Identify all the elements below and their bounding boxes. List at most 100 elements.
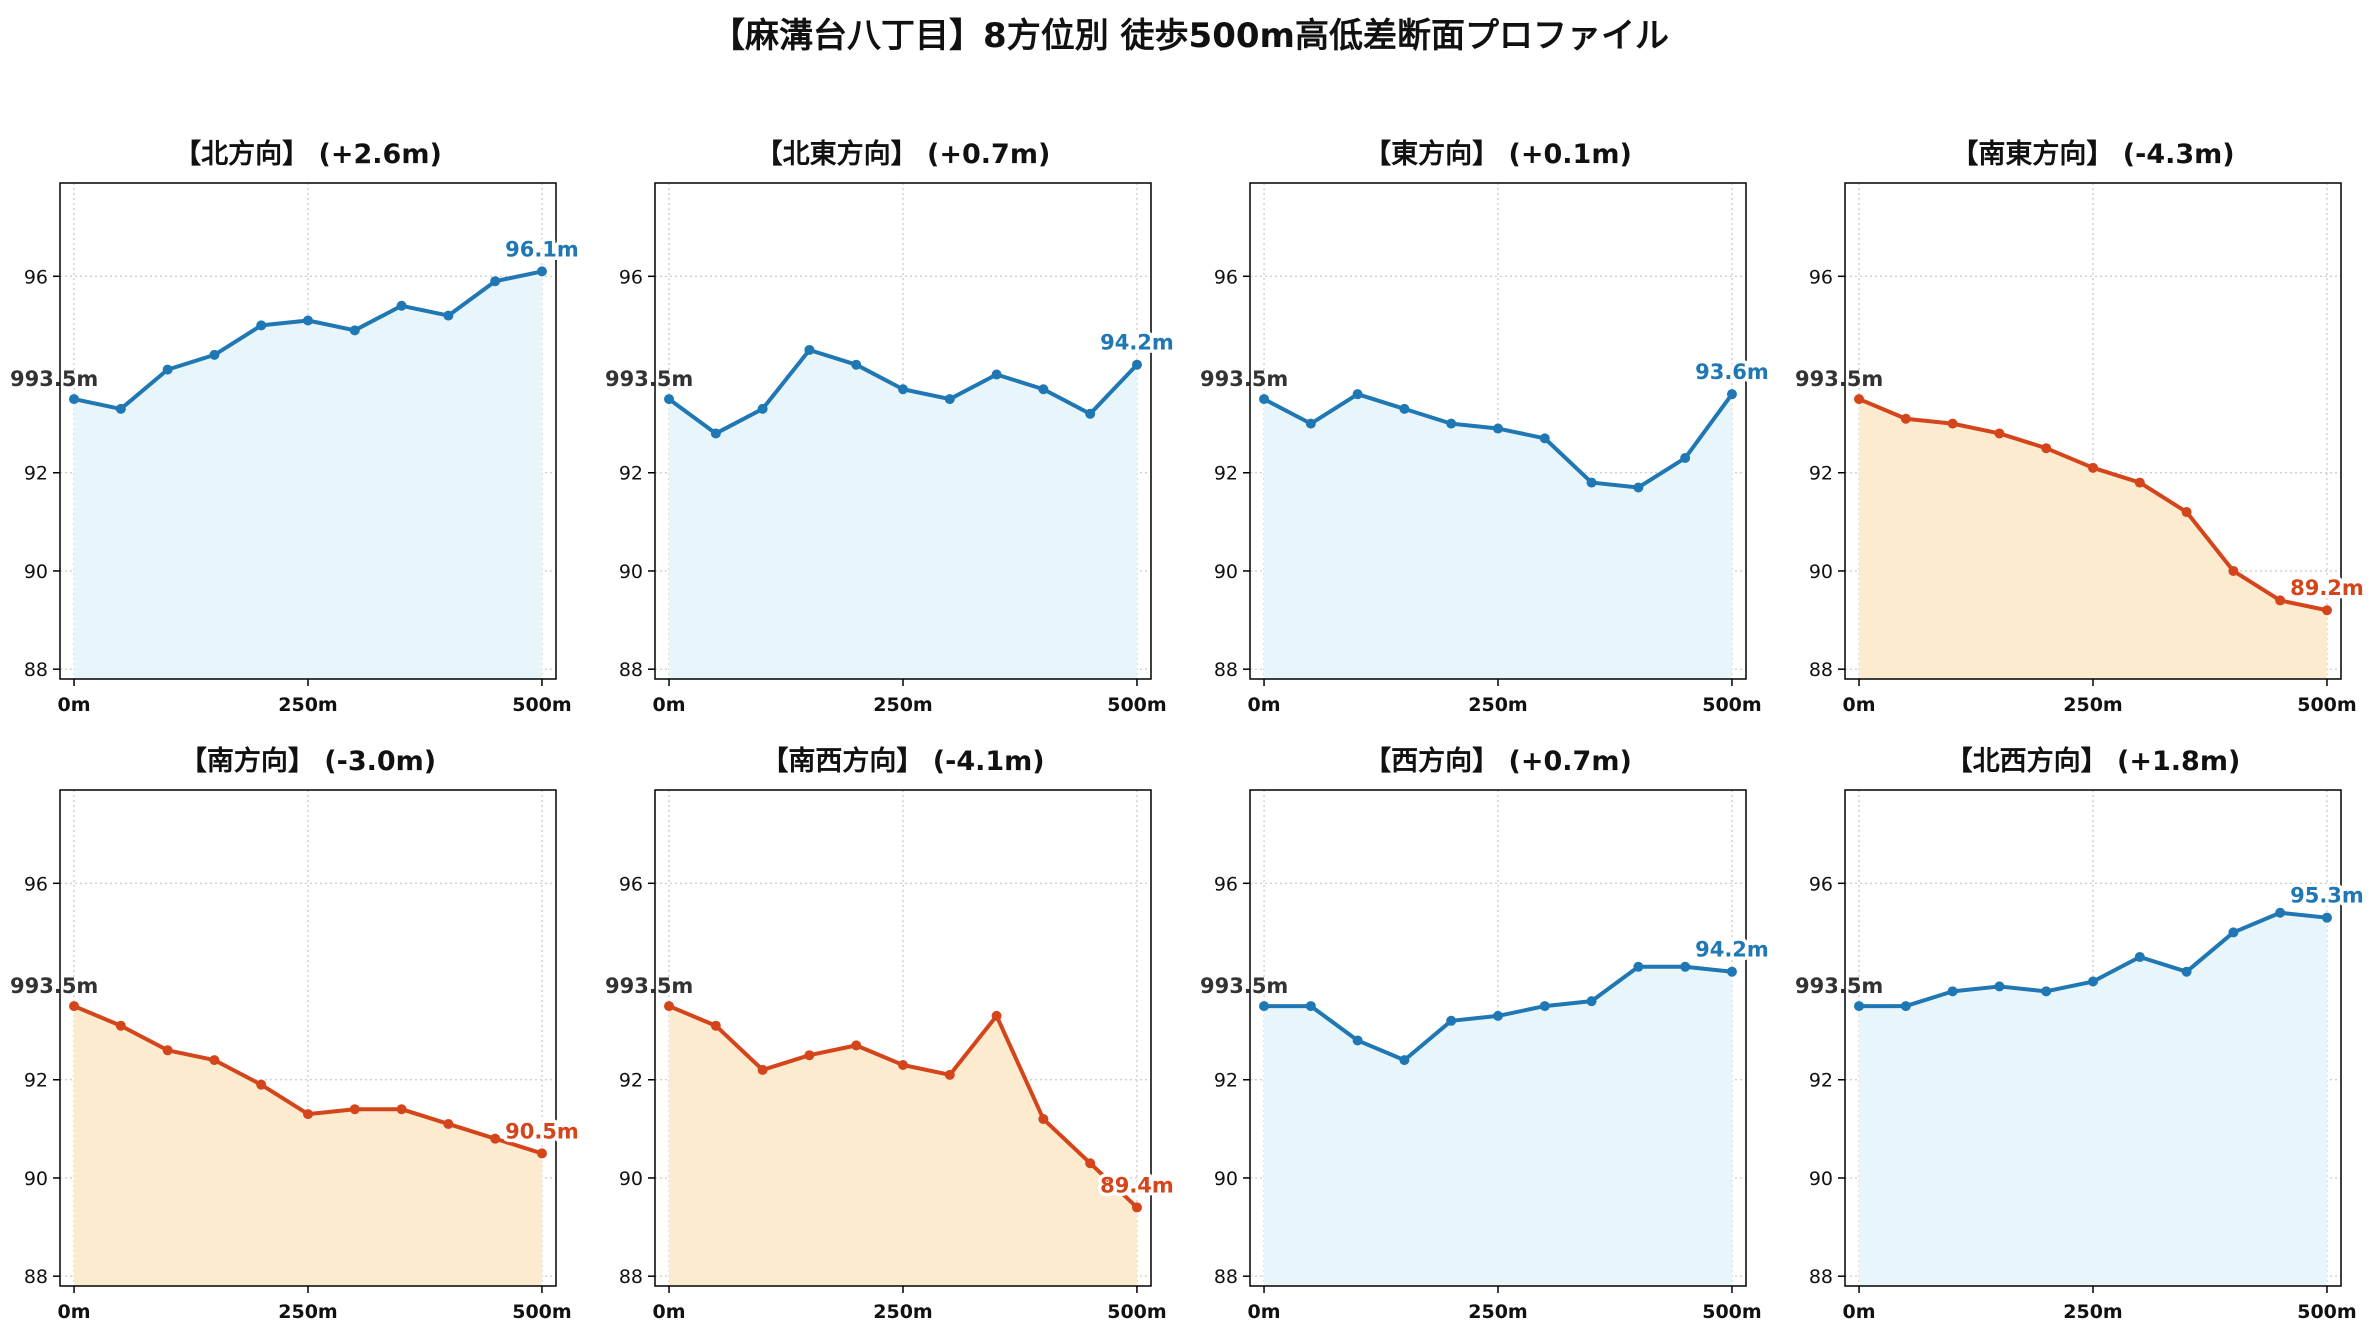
y-tick-label: 90 [619,561,643,583]
panel-title: 【北方向】 (+2.6m) [174,138,442,170]
data-point [991,1010,1002,1021]
data-point [2275,907,2286,918]
x-tick-label: 250m [278,694,337,716]
x-tick-label: 0m [1248,1301,1281,1323]
y-tick-label: 96 [619,266,643,288]
panel-title: 【南方向】 (-3.0m) [180,745,436,777]
data-point [2041,986,2052,997]
y-tick-label: 90 [1809,1168,1833,1190]
x-tick-label: 250m [2063,694,2122,716]
data-point [991,369,1002,380]
y-tick-label: 96 [1214,873,1238,895]
panel-6: 【西方向】 (+0.7m) 88 90 92 96 0m 250m 500m 993.5m 94.… [1200,745,1772,1323]
x-tick-label: 500m [512,1301,571,1323]
x-tick-label: 500m [512,694,571,716]
x-tick-label: 0m [58,1301,91,1323]
data-point [1726,389,1737,400]
data-point [1131,359,1142,370]
data-point [2181,966,2192,977]
start-value-label: 993.5m [605,974,693,998]
data-point [1539,433,1550,444]
data-point [303,1109,313,1120]
x-tick-label: 250m [1468,694,1527,716]
data-point [1586,996,1597,1007]
data-point [443,310,454,321]
panel-4: 【南方向】 (-3.0m) 88 90 92 96 0m 250m 500m 993.5m 90.… [10,745,582,1323]
y-tick-label: 88 [1214,659,1238,681]
data-point [2321,605,2332,616]
data-point [490,276,501,287]
x-tick-label: 250m [2063,1301,2122,1323]
data-point [2181,507,2192,518]
data-point [2134,477,2145,488]
area-fill [74,271,542,679]
data-point [1947,986,1958,997]
end-value-label-halo: 94.2m [1100,331,1174,355]
data-point [349,1104,360,1115]
y-tick-label: 88 [1214,1266,1238,1288]
data-point [396,1104,407,1115]
data-point [898,384,908,395]
data-point [2321,912,2332,923]
data-point [1633,961,1644,972]
start-value-label: 993.5m [1795,974,1883,998]
x-tick-label: 250m [1468,1301,1527,1323]
panel-title: 【南西方向】 (-4.1m) [761,745,1044,777]
y-tick-label: 92 [24,463,48,485]
data-point [2088,976,2098,987]
data-point [115,1020,126,1031]
y-tick-label: 88 [24,659,48,681]
panel-2: 【東方向】 (+0.1m) 88 90 92 96 0m 250m 500m 993.5m 93.… [1200,138,1772,716]
y-tick-label: 88 [619,659,643,681]
x-tick-label: 500m [2297,694,2356,716]
end-value-label-halo: 93.6m [1695,360,1769,384]
data-point [2134,951,2145,962]
panel-title: 【北西方向】 (+1.8m) [1946,745,2241,777]
data-point [944,1069,955,1080]
y-tick-label: 96 [1809,266,1833,288]
x-tick-label: 0m [1248,694,1281,716]
x-tick-label: 250m [278,1301,337,1323]
panel-0: 【北方向】 (+2.6m) 88 90 92 96 0m 250m 500m 993.5m 96.… [10,138,582,716]
panel-title: 【南東方向】 (-4.3m) [1951,138,2234,170]
data-point [1680,961,1691,972]
x-tick-label: 0m [653,694,686,716]
data-point [1259,1001,1270,1012]
panel-title: 【北東方向】 (+0.7m) [756,138,1051,170]
area-fill [1264,394,1732,679]
y-tick-label: 90 [1809,561,1833,583]
area-fill [669,349,1137,679]
y-tick-label: 90 [1214,561,1238,583]
data-point [710,428,721,439]
data-point [303,315,313,326]
y-tick-label: 92 [1809,463,1833,485]
x-tick-label: 250m [873,1301,932,1323]
data-point [1352,389,1363,400]
y-tick-label: 92 [619,463,643,485]
data-point [851,359,862,370]
data-point [1038,1114,1049,1125]
y-tick-label: 88 [24,1266,48,1288]
end-value-label: 96.1m [505,237,579,261]
data-point [1726,966,1737,977]
data-point [804,1050,815,1061]
end-value-label: 89.4m [1100,1173,1174,1197]
data-point [2228,565,2239,576]
data-point [664,394,675,405]
y-tick-label: 88 [1809,659,1833,681]
data-point [1399,1055,1410,1066]
data-point [1352,1035,1363,1046]
y-tick-label: 96 [24,873,48,895]
data-point [1994,428,2005,439]
data-point [2228,927,2239,938]
start-value-label: 993.5m [605,367,693,391]
y-tick-label: 88 [1809,1266,1833,1288]
data-point [443,1118,454,1129]
panel-3: 【南東方向】 (-4.3m) 88 90 92 96 0m 250m 500m 993.5m 89… [1795,138,2367,716]
data-point [209,349,220,360]
y-tick-label: 96 [619,873,643,895]
y-tick-label: 96 [1214,266,1238,288]
data-point [757,403,768,414]
panel-1: 【北東方向】 (+0.7m) 88 90 92 96 0m 250m 500m 993.5m 94… [605,138,1177,716]
